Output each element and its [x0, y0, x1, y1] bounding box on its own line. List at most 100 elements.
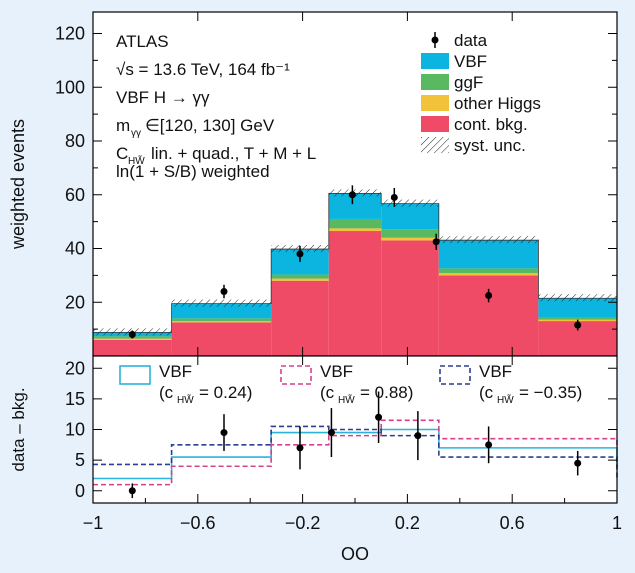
x-tick-label: −0.6 [180, 513, 216, 533]
bar-cont--bkg- [438, 275, 539, 356]
legend-hatch-swatch [421, 137, 449, 153]
ratio-data-point [485, 441, 493, 449]
data-point [296, 250, 304, 258]
legend-label: syst. unc. [454, 136, 526, 155]
y-tick-label: 120 [55, 24, 85, 44]
ratio-data-point [375, 413, 383, 421]
bar-other-higgs [93, 338, 172, 340]
ratio-legend-sub: HW̃ [338, 393, 355, 406]
legend-label: other Higgs [454, 94, 541, 113]
ratio-legend-name: VBF [320, 362, 353, 381]
bar-ggf [381, 229, 439, 238]
syst-unc-band [171, 299, 272, 307]
annotation-process: VBF H → γγ [116, 88, 210, 107]
annotation-mass-window: ∈[120, 130] GeV [145, 116, 275, 135]
ratio-y-tick-label: 20 [65, 358, 85, 378]
y-tick-label: 60 [65, 185, 85, 205]
bar-cont--bkg- [93, 339, 172, 356]
data-point [220, 288, 228, 295]
ratio-legend-name: VBF [479, 362, 512, 381]
ratio-data-point [220, 429, 228, 437]
ratio-y-axis-label: data – bkg. [9, 387, 28, 471]
bar-cont--bkg- [328, 231, 382, 356]
annotation-weighting: ln(1 + S/B) weighted [116, 162, 270, 181]
ratio-legend-prefix: (c [479, 383, 494, 402]
x-axis-label: OO [341, 544, 369, 564]
x-tick-label: −0.2 [285, 513, 321, 533]
annotation-energy: √s = 13.6 TeV, 164 fb⁻¹ [116, 60, 290, 79]
bar-vbf [381, 203, 439, 230]
bar-cont--bkg- [381, 240, 439, 356]
ratio-data-point [128, 487, 136, 495]
ratio-y-tick-label: 5 [75, 450, 85, 470]
ratio-legend-sub: HW̃ [497, 393, 514, 406]
ratio-legend-value: = −0.35) [519, 383, 582, 402]
bar-ggf [328, 218, 382, 229]
data-point [348, 191, 356, 199]
bar-other-higgs [328, 228, 382, 232]
syst-unc-band [438, 236, 539, 244]
annotation-coef-symbol: C [116, 144, 128, 163]
annotation-coef-sub: HW̃ [128, 154, 145, 167]
x-tick-label: 0.6 [500, 513, 525, 533]
bar-other-higgs [381, 237, 439, 241]
ratio-step-line [93, 419, 618, 486]
ratio-plot-area [93, 356, 617, 503]
ratio-legend-sub: HW̃ [177, 393, 194, 406]
bar-vbf [328, 193, 382, 219]
y-tick-label: 80 [65, 131, 85, 151]
legend-label: cont. bkg. [454, 115, 528, 134]
ratio-legend-value: = 0.88) [360, 383, 413, 402]
syst-unc-band [538, 294, 617, 302]
bar-ggf [538, 317, 617, 320]
syst-unc-band [381, 199, 439, 207]
x-tick-label: 1 [612, 513, 622, 533]
annotation-mass-symbol: m [116, 116, 130, 135]
bar-vbf [171, 303, 272, 319]
y-tick-label: 20 [65, 292, 85, 312]
data-point [128, 331, 136, 338]
bar-other-higgs [271, 278, 329, 281]
data-point [432, 238, 440, 246]
legend-label: ggF [454, 73, 483, 92]
bar-ggf [171, 318, 272, 322]
y-tick-label: 100 [55, 77, 85, 97]
ratio-legend-prefix: (c [159, 383, 174, 402]
bar-ggf [438, 268, 539, 274]
ratio-y-tick-label: 0 [75, 481, 85, 501]
legend-data-marker [431, 36, 439, 44]
legend-swatch [421, 95, 449, 111]
y-axis-label: weighted events [8, 119, 28, 250]
data-point [390, 193, 398, 201]
ratio-y-tick-label: 10 [65, 420, 85, 440]
annotation-atlas: ATLAS [116, 32, 169, 51]
data-point [574, 321, 582, 329]
ratio-panel: 0 5 10 15 20 −1 −0.6 −0.2 0.2 0.6 1 data – bkg. OO VB… [9, 355, 622, 564]
legend-swatch [421, 116, 449, 132]
bar-vbf [538, 298, 617, 318]
ratio-y-tick-label: 15 [65, 389, 85, 409]
x-tick-label: 0.2 [395, 513, 420, 533]
ratio-legend-swatch [119, 365, 151, 385]
ratio-data-point [574, 459, 582, 467]
legend-label: VBF [454, 52, 487, 71]
ratio-legend-value: = 0.24) [199, 383, 252, 402]
bar-vbf [438, 240, 539, 269]
main-panel: 20 40 60 80 100 120 weighted events ATLAS √s = 1… [8, 11, 618, 357]
y-tick-label: 40 [65, 239, 85, 259]
ratio-legend-prefix: (c [320, 383, 335, 402]
bar-cont--bkg- [271, 280, 329, 356]
ratio-data-point [327, 429, 335, 437]
legend-swatch [421, 53, 449, 69]
bar-other-higgs [438, 273, 539, 276]
ratio-legend-name: VBF [159, 362, 192, 381]
ratio-data-point [414, 432, 422, 440]
data-point [485, 292, 493, 300]
legend-label: data [454, 31, 488, 50]
x-tick-label: −1 [83, 513, 104, 533]
bar-other-higgs [171, 321, 272, 323]
bar-ggf [271, 274, 329, 279]
legend-swatch [421, 74, 449, 90]
bar-cont--bkg- [171, 322, 272, 356]
